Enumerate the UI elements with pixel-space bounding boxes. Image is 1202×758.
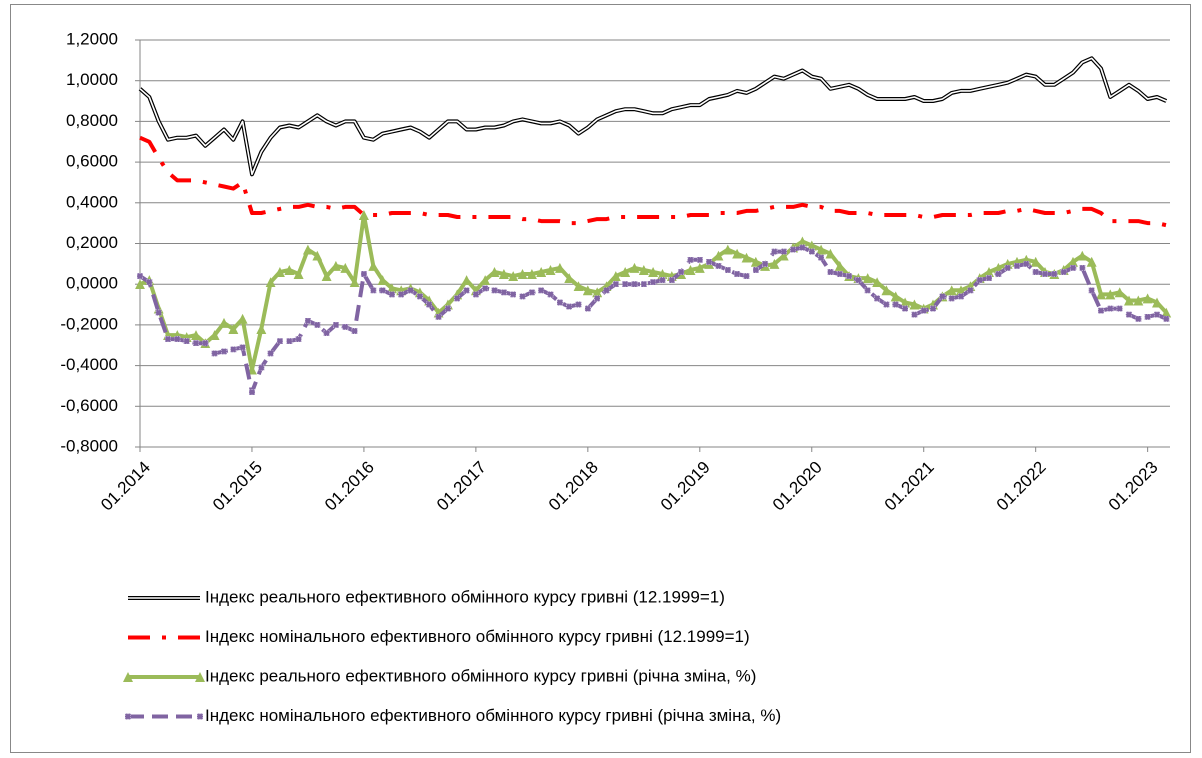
y-tick-label: 1,0000: [66, 70, 118, 89]
y-tick-label: 1,2000: [66, 29, 118, 48]
y-tick-label: 0,2000: [66, 233, 118, 252]
y-tick-label: -0,6000: [60, 396, 118, 415]
series-line: [140, 248, 1166, 393]
legend-label: Індекс реального ефективного обмінного к…: [205, 666, 756, 685]
y-tick-label: -0,8000: [60, 436, 118, 455]
series-line-inner: [139, 57, 1167, 176]
legend-label: Індекс номінального ефективного обмінног…: [205, 706, 781, 725]
legend-label: Індекс номінального ефективного обмінног…: [205, 627, 750, 646]
y-tick-label: 0,4000: [66, 192, 118, 211]
legend-label: Індекс реального ефективного обмінного к…: [205, 587, 725, 606]
y-tick-label: 0,8000: [66, 111, 118, 130]
y-tick-label: -0,4000: [60, 355, 118, 374]
y-tick-label: -0,2000: [60, 314, 118, 333]
y-tick-label: 0,0000: [66, 274, 118, 293]
y-tick-label: 0,6000: [66, 152, 118, 171]
